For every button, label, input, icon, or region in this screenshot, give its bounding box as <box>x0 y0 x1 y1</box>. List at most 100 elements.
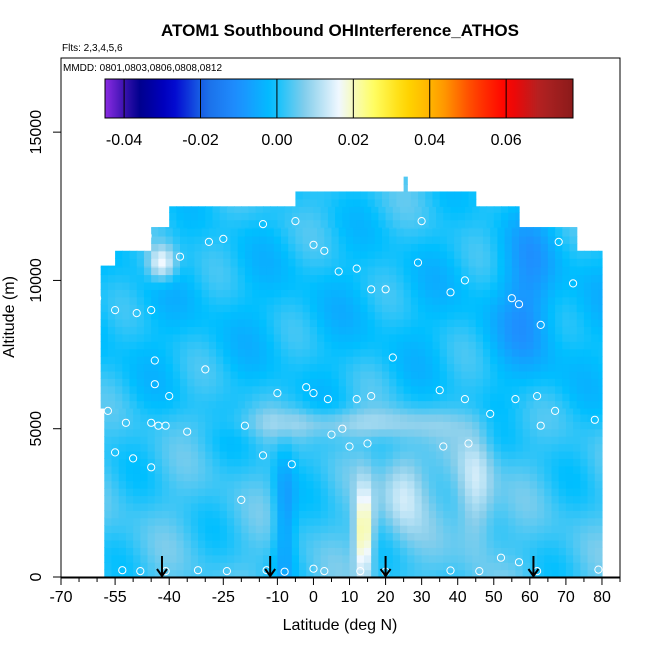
observation-point <box>323 395 332 404</box>
heatmap-cell <box>479 458 488 467</box>
heatmap-cell <box>468 341 477 350</box>
heatmap-cell <box>252 258 260 267</box>
heatmap-cell <box>208 356 217 365</box>
heatmap-cell <box>381 265 390 268</box>
heatmap-cell <box>493 407 502 415</box>
heatmap-cell <box>172 363 181 372</box>
heatmap-cell <box>284 517 293 526</box>
heatmap-cell <box>508 569 517 578</box>
heatmap-cell <box>461 385 470 394</box>
heatmap-cell <box>598 311 603 320</box>
heatmap-cell <box>313 510 322 519</box>
heatmap-cell <box>490 289 498 298</box>
heatmap-cell <box>529 480 538 489</box>
heatmap-cell <box>259 393 268 402</box>
heatmap-cell <box>490 370 498 379</box>
heatmap-cell <box>147 450 156 459</box>
heatmap-cell <box>306 510 315 519</box>
heatmap-cell <box>367 311 376 320</box>
heatmap-cell <box>371 206 379 213</box>
heatmap-cell <box>115 400 123 409</box>
heatmap-cell <box>237 267 246 276</box>
heatmap-cell <box>443 495 452 504</box>
heatmap-cell <box>237 356 246 365</box>
heatmap-cell <box>428 458 437 467</box>
heatmap-cell <box>371 450 379 459</box>
heatmap-cell <box>122 326 131 335</box>
heatmap-cell <box>280 363 289 372</box>
heatmap-cell <box>392 219 401 228</box>
heatmap-cell <box>569 378 578 387</box>
heatmap-cell <box>183 206 192 213</box>
heatmap-cell <box>454 265 462 268</box>
heatmap-cell <box>500 525 509 534</box>
heatmap-cell <box>338 363 347 372</box>
heatmap-cell <box>360 393 369 402</box>
heatmap-cell <box>320 517 329 526</box>
heatmap-cell <box>317 289 325 298</box>
heatmap-cell <box>522 562 531 571</box>
heatmap-cell <box>454 243 462 252</box>
heatmap-cell <box>385 502 394 511</box>
heatmap-cell <box>237 281 246 290</box>
heatmap-cell <box>436 502 444 511</box>
heatmap-cell <box>591 341 599 350</box>
heatmap-cell <box>519 265 527 268</box>
heatmap-cell <box>273 235 282 244</box>
heatmap-cell <box>522 443 531 452</box>
heatmap-cell <box>154 554 163 563</box>
heatmap-cell <box>151 265 159 268</box>
heatmap-cell <box>439 243 448 252</box>
heatmap-cell <box>151 227 159 230</box>
heatmap-cell <box>302 304 311 313</box>
heatmap-cell <box>198 510 206 519</box>
heatmap-cell <box>122 385 131 394</box>
heatmap-cell <box>519 385 527 394</box>
heatmap-cell <box>277 428 286 437</box>
heatmap-cell <box>569 281 578 290</box>
heatmap-cell <box>280 296 289 305</box>
heatmap-cell <box>428 443 437 452</box>
heatmap-cell <box>129 311 138 320</box>
heatmap-cell <box>187 318 196 327</box>
heatmap-cell <box>198 539 206 548</box>
heatmap-cell <box>486 473 495 482</box>
heatmap-cell <box>129 296 138 305</box>
heatmap-cell <box>533 356 542 365</box>
heatmap-cell <box>594 554 603 563</box>
heatmap-cell <box>504 227 513 230</box>
heatmap-cell <box>414 554 423 563</box>
heatmap-cell <box>508 517 517 526</box>
heatmap-cell <box>306 219 315 228</box>
heatmap-cell <box>457 428 466 437</box>
heatmap-cell <box>226 569 235 578</box>
heatmap-cell <box>180 228 188 237</box>
heatmap-cell <box>508 480 517 489</box>
heatmap-cell <box>464 569 473 578</box>
heatmap-cell <box>309 400 318 409</box>
heatmap-cell <box>522 539 531 548</box>
heatmap-cell <box>277 219 286 228</box>
heatmap-cell <box>129 267 138 276</box>
heatmap-cell <box>497 356 506 365</box>
heatmap-cell <box>230 267 239 276</box>
heatmap-cell <box>172 341 181 350</box>
heatmap-cell <box>446 311 455 320</box>
heatmap-cell <box>342 517 351 526</box>
heatmap-cell <box>176 212 185 221</box>
heatmap-cell <box>299 488 307 497</box>
heatmap-cell <box>461 289 470 298</box>
heatmap-cell <box>587 488 596 497</box>
observation-point <box>320 567 329 576</box>
heatmap-cell <box>360 333 369 342</box>
observation-point <box>219 234 228 243</box>
heatmap-cell <box>500 421 509 430</box>
heatmap-cell <box>165 311 174 320</box>
heatmap-cell <box>295 304 304 313</box>
heatmap-cell <box>479 443 488 452</box>
heatmap-cell <box>555 258 563 267</box>
heatmap-cell <box>468 235 477 244</box>
heatmap-cell <box>118 502 127 511</box>
heatmap-cell <box>151 356 159 365</box>
heatmap-cell <box>226 436 235 445</box>
